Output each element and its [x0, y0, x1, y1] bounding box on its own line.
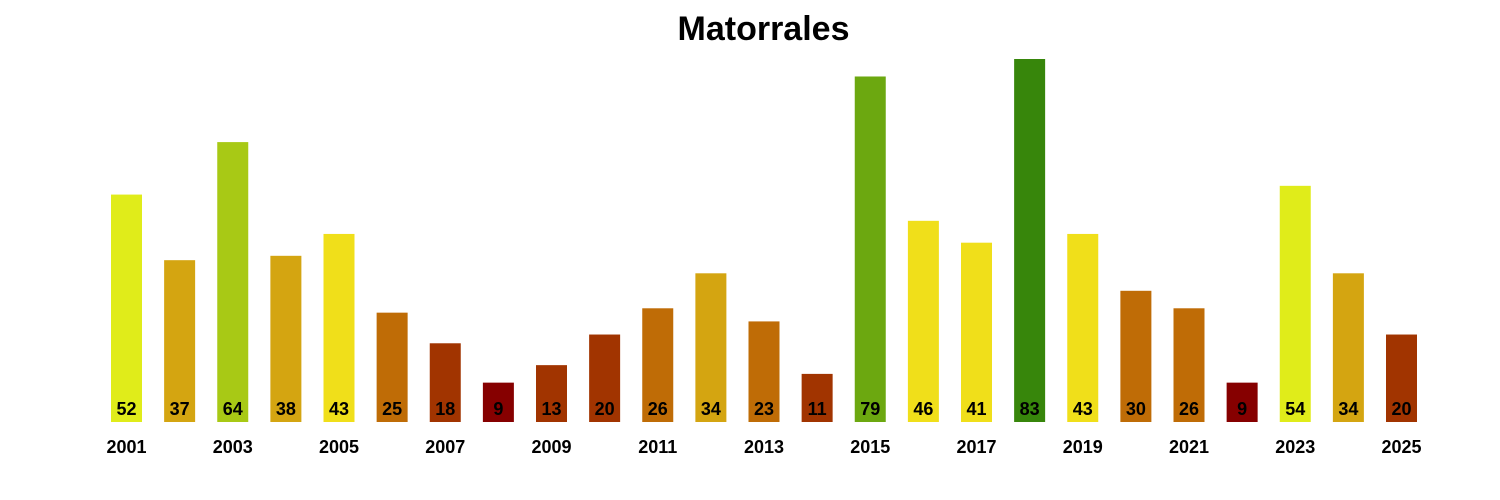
value-label-2002: 37 [170, 399, 190, 419]
x-tick-label-2017: 2017 [956, 437, 996, 457]
value-label-2013: 23 [754, 399, 774, 419]
bar-2017 [961, 242, 992, 422]
value-label-2007: 18 [435, 399, 455, 419]
bar-2013 [748, 321, 780, 422]
bar-2024 [1332, 273, 1364, 422]
bar-2011 [642, 308, 674, 422]
value-label-2005: 43 [329, 399, 349, 419]
value-label-2022: 9 [1237, 399, 1247, 419]
bar-2021 [1173, 308, 1205, 422]
value-label-2012: 34 [701, 399, 721, 419]
bar-2007 [429, 343, 461, 422]
value-label-2006: 25 [382, 399, 402, 419]
x-tick-label-2009: 2009 [531, 437, 571, 457]
value-label-2016: 46 [913, 399, 933, 419]
bar-2006 [376, 312, 408, 422]
x-tick-label-2013: 2013 [744, 437, 784, 457]
x-tick-label-2011: 2011 [638, 437, 677, 457]
value-label-2014: 11 [808, 399, 827, 419]
bar-2001 [111, 194, 142, 422]
bar-2012 [695, 273, 727, 422]
x-tick-label-2001: 2001 [106, 437, 146, 457]
bar-2010 [589, 334, 621, 422]
bar-2003 [217, 142, 249, 422]
chart-title: Matorrales [677, 10, 850, 48]
value-label-2009: 13 [541, 399, 561, 419]
bar-2009 [536, 365, 567, 422]
bar-2022 [1226, 382, 1258, 422]
value-label-2011: 26 [648, 399, 668, 419]
value-label-2017: 41 [966, 399, 986, 419]
value-label-2003: 64 [223, 399, 243, 419]
bar-2023 [1279, 185, 1311, 422]
bar-2025 [1386, 334, 1417, 422]
bar-2014 [801, 373, 833, 422]
value-label-2023: 54 [1285, 399, 1305, 419]
bar-2015 [854, 76, 886, 423]
value-label-2001: 52 [116, 399, 136, 419]
value-label-2015: 79 [860, 399, 880, 419]
bar-2016 [907, 220, 939, 422]
value-label-2021: 26 [1179, 399, 1199, 419]
bar-2018 [1014, 59, 1046, 422]
x-tick-label-2003: 2003 [213, 437, 253, 457]
value-label-2018: 83 [1020, 399, 1040, 419]
value-label-2008: 9 [493, 399, 503, 419]
x-tick-label-2005: 2005 [319, 437, 359, 457]
bar-2005 [323, 233, 355, 422]
bar-2008 [482, 382, 514, 422]
bar-2004 [270, 255, 302, 422]
value-label-2010: 20 [595, 399, 615, 419]
x-tick-label-2023: 2023 [1275, 437, 1315, 457]
value-label-2020: 30 [1126, 399, 1146, 419]
bar-2019 [1067, 233, 1099, 422]
value-label-2024: 34 [1338, 399, 1358, 419]
x-tick-label-2019: 2019 [1063, 437, 1103, 457]
value-label-2019: 43 [1073, 399, 1093, 419]
x-tick-label-2021: 2021 [1169, 437, 1209, 457]
bar-2002 [164, 260, 196, 422]
value-label-2025: 20 [1391, 399, 1411, 419]
value-label-2004: 38 [276, 399, 296, 419]
x-tick-label-2007: 2007 [425, 437, 465, 457]
bar-2020 [1120, 290, 1152, 422]
x-tick-label-2025: 2025 [1381, 437, 1421, 457]
x-tick-label-2015: 2015 [850, 437, 890, 457]
